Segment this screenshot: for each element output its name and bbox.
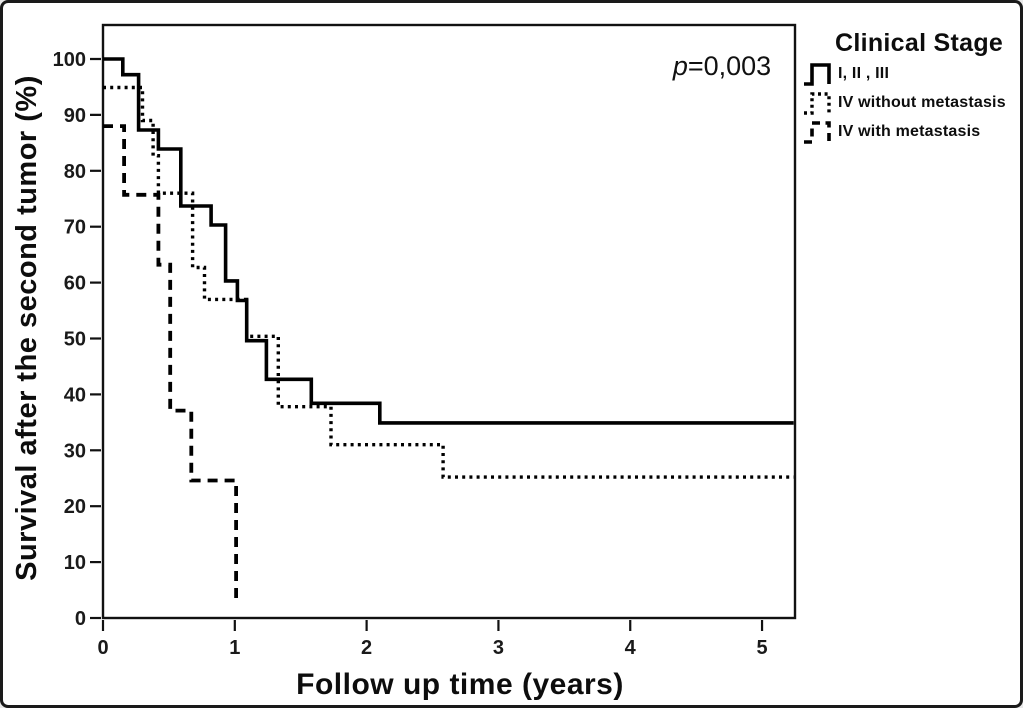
survival-curves [103, 57, 794, 602]
legend: Clinical Stage I, II , III IV without me… [802, 29, 1020, 147]
x-tick-label: 2 [361, 637, 372, 659]
curve-dotted [103, 85, 794, 479]
legend-title: Clinical Stage [835, 29, 1004, 57]
y-tick-label: 60 [64, 273, 86, 295]
p-symbol: p [672, 51, 688, 81]
y-tick-label: 40 [64, 384, 86, 406]
y-tick-label: 0 [75, 608, 86, 630]
legend-item: IV without metastasis [802, 89, 1020, 116]
legend-item-label: IV with metastasis [838, 122, 981, 140]
y-axis-title: Survival after the second tumor (%) [11, 75, 43, 581]
y-tick-label: 50 [64, 329, 86, 351]
x-tick-label: 5 [756, 637, 767, 659]
legend-item-label: IV without metastasis [838, 93, 1006, 111]
dashed-line-icon [804, 121, 831, 144]
y-tick-label: 70 [64, 217, 86, 239]
curve-solid [103, 57, 794, 425]
y-tick-label: 90 [64, 105, 86, 127]
y-tick-label: 10 [64, 552, 86, 574]
legend-item-label: I, II , III [838, 64, 890, 82]
y-tick-label: 80 [64, 161, 86, 183]
p-value-text: =0,003 [688, 51, 771, 81]
curve-dashed [103, 124, 238, 602]
y-tick-label: 30 [64, 440, 86, 462]
plot-frame [101, 23, 797, 620]
x-tick-label: 1 [229, 637, 240, 659]
x-tick-label: 4 [625, 637, 637, 659]
x-tick-label: 3 [493, 637, 504, 659]
x-tick-label: 0 [97, 637, 108, 659]
dotted-line-icon [804, 92, 831, 115]
y-tick-label: 100 [53, 49, 86, 71]
solid-line-icon [804, 63, 831, 86]
x-axis-title: Follow up time (years) [296, 668, 624, 701]
legend-item: I, II , III [802, 60, 1020, 87]
p-value-annotation: p=0,003 [672, 51, 771, 81]
y-tick-label: 20 [64, 496, 86, 518]
legend-item: IV with metastasis [802, 118, 1020, 145]
